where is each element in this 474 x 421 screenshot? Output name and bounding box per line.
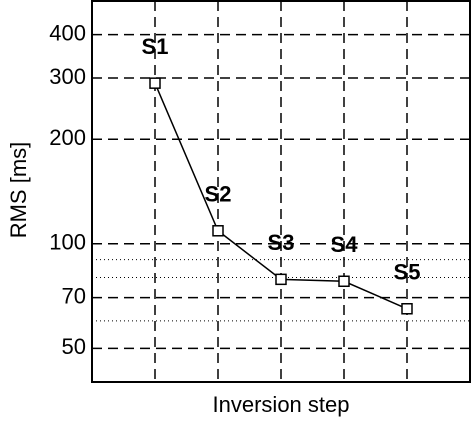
point-label: S3 (268, 230, 295, 255)
y-tick-label: 70 (62, 283, 86, 308)
point-marker (275, 273, 287, 286)
point-label: S5 (394, 260, 421, 285)
point-label: S4 (331, 232, 359, 257)
y-tick-label: 400 (49, 20, 86, 45)
y-tick-label: 300 (49, 64, 86, 89)
point-marker (338, 275, 350, 288)
y-tick-label: 100 (49, 230, 86, 255)
plot-frame (91, 0, 471, 383)
y-tick-label: 200 (49, 125, 86, 150)
point-marker (401, 303, 413, 315)
point-label: S2 (205, 182, 232, 207)
y-axis-label: RMS [ms] (6, 142, 31, 239)
point-marker (212, 225, 224, 237)
x-axis-label: Inversion step (213, 392, 350, 417)
point-label: S1 (142, 34, 169, 59)
y-tick-label: 50 (62, 334, 86, 359)
point-marker (149, 77, 161, 89)
